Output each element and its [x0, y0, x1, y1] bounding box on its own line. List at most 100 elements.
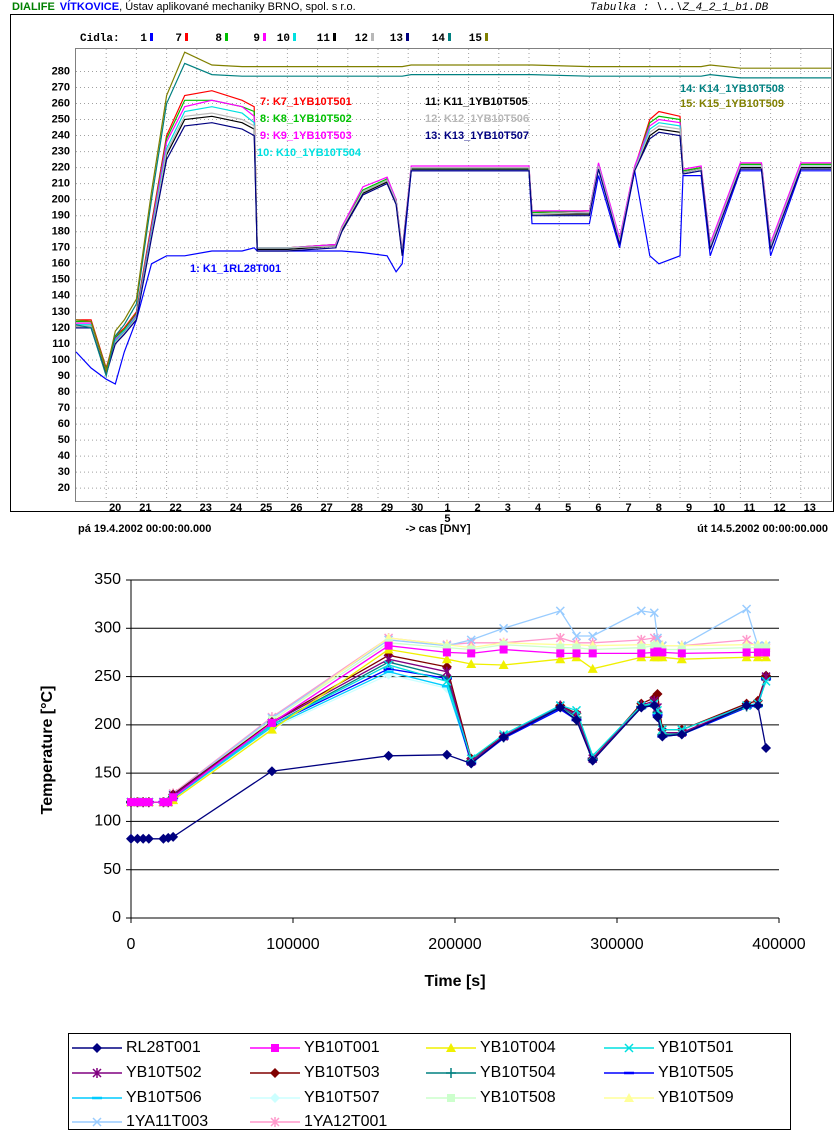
- y-tick-label: 80: [58, 386, 70, 398]
- y-tick-label: 70: [58, 402, 70, 414]
- y-tick-label: 120: [52, 322, 70, 334]
- data-point: [441, 749, 452, 760]
- data-point: [762, 643, 771, 652]
- data-point: [571, 715, 582, 726]
- legend-label: YB10T504: [480, 1064, 556, 1081]
- data-point: [753, 643, 762, 652]
- x-tick-label: 200000: [428, 936, 481, 953]
- data-point: [742, 643, 751, 652]
- legend-marker: [270, 1068, 280, 1078]
- x-tick-label: 10: [713, 502, 725, 514]
- data-point: [556, 649, 565, 658]
- x-tick-label: 25: [260, 502, 272, 514]
- y-tick-label: 250: [52, 113, 70, 125]
- data-point: [266, 766, 277, 777]
- y-tick-label: 270: [52, 81, 70, 93]
- data-point: [164, 798, 173, 807]
- x-tick-label: 30: [411, 502, 423, 514]
- x-tick-label: 7: [626, 502, 632, 514]
- data-point: [127, 798, 135, 807]
- data-point: [588, 649, 597, 658]
- data-point: [741, 652, 752, 662]
- y-tick-label: 50: [103, 861, 121, 878]
- legend-label: YB10T505: [658, 1064, 734, 1081]
- legend-label: YB10T501: [658, 1039, 734, 1056]
- data-point: [652, 633, 663, 643]
- y-tick-label: 140: [52, 290, 70, 302]
- month-label: 5: [444, 513, 450, 525]
- legend-swatch: [406, 33, 409, 41]
- y-tick-label: 260: [52, 97, 70, 109]
- legend-swatch: [225, 33, 228, 41]
- x-tick-label: 23: [200, 502, 212, 514]
- legend-label: YB10T506: [126, 1089, 202, 1106]
- y-tick-label: 30: [58, 466, 70, 478]
- data-point: [658, 648, 667, 657]
- data-point: [384, 641, 393, 650]
- legend-label: 1YA12T001: [304, 1113, 387, 1130]
- data-point: [741, 700, 752, 711]
- data-point: [637, 649, 646, 658]
- y-tick-label: 280: [52, 65, 70, 77]
- series-label: 14: K14_1YB10T508: [680, 83, 784, 95]
- y-tick-label: 350: [94, 571, 121, 588]
- legend-label: 14: [432, 33, 446, 45]
- data-point: [144, 798, 153, 807]
- y-tick-label: 150: [52, 274, 70, 286]
- legend-swatch: [263, 33, 266, 41]
- legend-swatch: [448, 33, 451, 41]
- x-axis-title: Time [s]: [424, 973, 485, 990]
- data-point: [652, 712, 663, 723]
- data-point: [649, 700, 660, 711]
- series-label: 12: K12_1YB10T506: [425, 113, 529, 125]
- legend-swatch: [485, 33, 488, 41]
- x-tick-label: 13: [804, 502, 816, 514]
- series-label: 8: K8_1YB10T502: [260, 113, 352, 125]
- x-tick-label: 0: [127, 936, 136, 953]
- data-point: [267, 718, 276, 727]
- legend-label: RL28T001: [126, 1039, 201, 1056]
- data-point: [132, 833, 143, 844]
- legend-swatch: [333, 33, 336, 41]
- legend-label: 1: [140, 33, 147, 45]
- x-tick-label: 5: [565, 502, 571, 514]
- y-tick-label: 240: [52, 129, 70, 141]
- x-tick-label: 100000: [266, 936, 319, 953]
- legend-label: 11: [317, 33, 331, 45]
- data-point: [742, 648, 751, 657]
- legend-marker: [624, 1043, 634, 1053]
- legend-marker: [271, 1044, 279, 1052]
- data-point: [555, 654, 566, 664]
- data-point: [442, 643, 451, 652]
- series-label: 10: K10_1YB10T504: [257, 147, 362, 159]
- data-point: [466, 758, 477, 769]
- legend-marker: [447, 1094, 455, 1102]
- data-point: [126, 833, 136, 844]
- x-tick-label: 28: [351, 502, 363, 514]
- legend-label: YB10T507: [304, 1089, 380, 1106]
- y-tick-label: 180: [52, 226, 70, 238]
- legend-marker: [446, 1068, 456, 1078]
- x-tick-label: 400000: [752, 936, 805, 953]
- legend-label: YB10T509: [658, 1089, 734, 1106]
- y-tick-label: 190: [52, 210, 70, 222]
- data-point: [657, 652, 668, 662]
- data-point: [636, 702, 647, 713]
- data-point: [556, 643, 565, 652]
- header-company: DIALIFE: [12, 1, 55, 13]
- data-point: [499, 645, 508, 654]
- y-tick-label: 160: [52, 258, 70, 270]
- data-point: [466, 659, 477, 669]
- legend-label: YB10T001: [304, 1039, 380, 1056]
- data-point: [761, 743, 772, 754]
- x-start-label: pá 19.4.2002 00:00:00.000: [78, 523, 211, 535]
- y-tick-label: 250: [94, 668, 121, 685]
- data-point: [572, 649, 581, 658]
- legend-label: 7: [175, 33, 182, 45]
- legend-swatch: [371, 33, 374, 41]
- data-point: [572, 643, 581, 652]
- series-line: [75, 51, 831, 374]
- data-point: [138, 833, 149, 844]
